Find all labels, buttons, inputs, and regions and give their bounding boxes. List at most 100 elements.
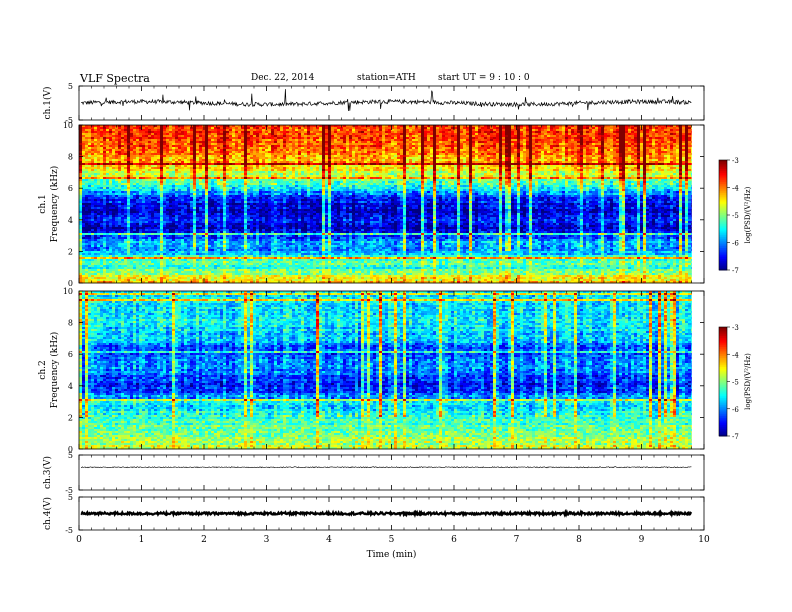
ch1-spectrogram-cell (313, 159, 316, 161)
ch1-spectrogram-cell (553, 147, 556, 149)
ch1-spectrogram-cell (421, 133, 424, 135)
ch1-spectrogram-cell (148, 139, 151, 141)
ch1-spectrogram-cell (130, 145, 133, 147)
ch1-spectrogram-cell (235, 143, 238, 145)
ch1-spectrogram-cell (139, 151, 142, 153)
ch1-spectrogram-cell (436, 133, 439, 135)
ch1-spectrogram-cell (82, 161, 85, 163)
ch1-spectrogram-cell (586, 133, 589, 135)
ch1-spectrogram-cell (469, 145, 472, 147)
ch1-spectrogram-cell (478, 131, 481, 133)
ch1-spectrogram-cell (301, 145, 304, 147)
ch1-spectrogram-cell (169, 159, 172, 161)
ch1-spectrogram-cell (496, 145, 499, 147)
ch1-spectrogram-cell (355, 141, 358, 143)
ch1-spectrogram-cell (676, 147, 679, 149)
ch1-spectrogram-cell (418, 141, 421, 143)
ch1-spectrogram-cell (154, 157, 157, 159)
ch1-spectrogram-cell (187, 127, 190, 129)
ch1-spectrogram-cell (373, 153, 376, 155)
ch1-spectrogram-cell (484, 127, 487, 129)
ch1-spectrogram-cell (160, 155, 163, 157)
ch1-spectrogram-cell (610, 133, 613, 135)
ch1-spectrogram-cell (616, 141, 619, 143)
ch1-spectrogram-cell (274, 159, 277, 161)
ch1-spectrogram-cell (202, 145, 205, 147)
ch1-spectrogram-cell (484, 159, 487, 161)
ch1-spectrogram-cell (577, 137, 580, 139)
ch1-spectrogram-cell (643, 159, 646, 161)
ch1-spectrogram-cell (688, 147, 691, 149)
ch1-spectrogram-cell (679, 133, 682, 135)
ch1-spectrogram-cell (637, 135, 640, 137)
ch1-spectrogram-cell (397, 131, 400, 133)
ch1-spectrogram-cell (574, 149, 577, 151)
ch1-spectrogram-cell (151, 141, 154, 143)
ch1-spectrogram-cell (460, 131, 463, 133)
ch1-spectrogram-cell (646, 147, 649, 149)
ch1-spectrogram-cell (643, 137, 646, 139)
ch1-spectrogram-cell (307, 145, 310, 147)
ch1-spectrogram-cell (310, 137, 313, 139)
ch1-spectrogram-cell (214, 129, 217, 131)
ch1-spectrogram-cell (451, 133, 454, 135)
ch1-spectrogram-cell (604, 147, 607, 149)
ch1-spectrogram-cell (217, 135, 220, 137)
ch1-spectrogram-cell (97, 159, 100, 161)
ch1-spectrogram-cell (214, 141, 217, 143)
ch1-spectrogram-cell (139, 153, 142, 155)
ch1-spectrogram-cell (256, 143, 259, 145)
ch1-spectrogram-cell (139, 137, 142, 139)
ch1-spectrogram-cell (103, 161, 106, 163)
ch1-spectrogram-cell (268, 151, 271, 153)
ch1-spectrogram-cell (490, 141, 493, 143)
ch1-spectrogram-cell (643, 141, 646, 143)
ch1-spectrogram-cell (628, 129, 631, 131)
ch1-spectrogram-cell (619, 149, 622, 151)
ch1-spectrogram-cell (109, 157, 112, 159)
ch1-spectrogram-cell (97, 161, 100, 163)
ch1-spectrogram-cell (127, 159, 130, 161)
ch1-spectrogram-cell (688, 129, 691, 131)
ch1-spectrogram-cell (307, 135, 310, 137)
ch1-spectrogram-cell (304, 149, 307, 151)
ch1-spectrogram-cell (109, 129, 112, 131)
ch1-spectrogram-cell (661, 139, 664, 141)
ch1-spectrogram-cell (139, 131, 142, 133)
ch1-spectrogram-cell (85, 131, 88, 133)
ch1-spectrogram-cell (592, 153, 595, 155)
ch1-spectrogram-cell (322, 151, 325, 153)
ch1-spectrogram-cell (685, 157, 688, 159)
ch1-spectrogram-cell (619, 143, 622, 145)
ch1-spectrogram-cell (415, 155, 418, 157)
ch1-spectrogram-cell (103, 127, 106, 129)
ch1-spectrogram-cell (247, 133, 250, 135)
ch1-spectrogram-cell (442, 133, 445, 135)
ch1-spectrogram-cell (607, 155, 610, 157)
ch1-spectrogram-cell (622, 153, 625, 155)
ch1-spectrogram-cell (436, 131, 439, 133)
ch1-spectrogram-cell (685, 141, 688, 143)
ch1-spectrogram-cell (403, 151, 406, 153)
ch1-spectrogram-cell (418, 127, 421, 129)
ch1-spectrogram-cell (109, 153, 112, 155)
ch1-spectrogram-cell (433, 129, 436, 131)
ch1-spectrogram-cell (208, 159, 211, 161)
ch1-spectrogram-cell (148, 159, 151, 161)
ch1-spectrogram-cell (673, 157, 676, 159)
ch1-spectrogram-cell (172, 159, 175, 161)
ch1-spectrogram-cell (424, 141, 427, 143)
ch1-spectrogram-cell (199, 153, 202, 155)
ch1-spectrogram-cell (604, 159, 607, 161)
ch1-spectrogram-cell (97, 143, 100, 145)
ch1-spectrogram-cell (487, 133, 490, 135)
ch1-spectrogram-cell (526, 139, 529, 141)
ch1-spectrogram-cell (481, 159, 484, 161)
ch1-spectrogram-cell (691, 129, 692, 131)
ch1-spectrogram-cell (178, 159, 181, 161)
ch1-spectrogram-cell (673, 141, 676, 143)
ch1-spectrogram-cell (469, 153, 472, 155)
ch1-spectrogram-cell (97, 141, 100, 143)
ch1-waveform-trace (81, 89, 691, 111)
ch1-spectrogram-cell (532, 141, 535, 143)
